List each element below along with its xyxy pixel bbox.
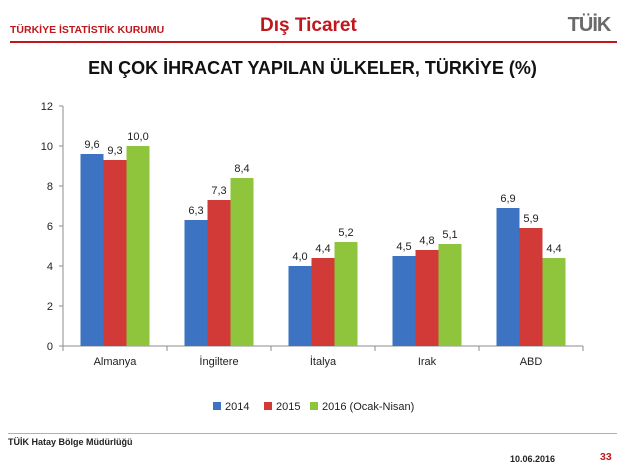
logo-text: TÜİK — [568, 13, 612, 36]
section-title: Dış Ticaret — [260, 15, 357, 36]
x-tick-label: ABD — [520, 356, 543, 368]
legend-swatch — [310, 402, 318, 410]
bar — [542, 258, 566, 346]
legend-swatch — [264, 402, 272, 410]
y-tick-label: 8 — [47, 181, 53, 193]
data-label: 5,1 — [442, 229, 457, 241]
data-label: 4,5 — [396, 241, 411, 253]
bar — [288, 266, 312, 346]
data-label: 5,2 — [338, 227, 353, 239]
data-label: 5,9 — [523, 213, 538, 225]
footer-rule — [8, 433, 617, 434]
x-tick-label: Almanya — [94, 356, 138, 368]
bar — [311, 258, 335, 346]
bar — [415, 250, 439, 346]
legend-label: 2014 — [225, 401, 249, 413]
header-rule — [10, 41, 617, 43]
bar — [184, 220, 208, 346]
data-label: 9,6 — [84, 139, 99, 151]
y-tick-label: 6 — [47, 221, 53, 233]
data-label: 7,3 — [211, 185, 226, 197]
bar — [438, 244, 462, 346]
y-tick-label: 12 — [41, 101, 53, 113]
slide-header: TÜRKİYE İSTATİSTİK KURUMU Dış Ticaret TÜ… — [0, 0, 625, 46]
legend-label: 2016 (Ocak-Nisan) — [322, 401, 414, 413]
data-label: 6,3 — [188, 205, 203, 217]
data-label: 4,4 — [546, 243, 561, 255]
y-tick-label: 0 — [47, 341, 53, 353]
data-label: 4,0 — [292, 251, 307, 263]
data-label: 9,3 — [107, 145, 122, 157]
data-label: 4,4 — [315, 243, 330, 255]
data-label: 8,4 — [234, 163, 249, 175]
bar — [207, 200, 231, 346]
chart-title: EN ÇOK İHRACAT YAPILAN ÜLKELER, TÜRKİYE … — [88, 58, 537, 78]
legend-swatch — [213, 402, 221, 410]
y-tick-label: 2 — [47, 301, 53, 313]
page-number: 33 — [600, 451, 612, 463]
y-tick-label: 10 — [41, 141, 53, 153]
footer-date: 10.06.2016 — [510, 454, 556, 464]
bar — [230, 178, 254, 346]
data-label: 4,8 — [419, 235, 434, 247]
y-tick-label: 4 — [47, 261, 53, 273]
bar — [80, 154, 104, 346]
bar — [103, 160, 127, 346]
tuik-logo: TÜİK — [568, 13, 613, 36]
bar — [519, 228, 543, 346]
bar — [334, 242, 358, 346]
legend-label: 2015 — [276, 401, 300, 413]
footer-office: TÜİK Hatay Bölge Müdürlüğü — [8, 437, 133, 447]
x-tick-label: İtalya — [310, 355, 337, 368]
organization-name: TÜRKİYE İSTATİSTİK KURUMU — [10, 24, 165, 36]
bar — [496, 208, 520, 346]
bar — [392, 256, 416, 346]
x-tick-label: Irak — [418, 356, 437, 368]
bar — [126, 146, 150, 346]
x-tick-label: İngiltere — [199, 355, 238, 368]
data-label: 10,0 — [127, 131, 148, 143]
data-label: 6,9 — [500, 193, 515, 205]
